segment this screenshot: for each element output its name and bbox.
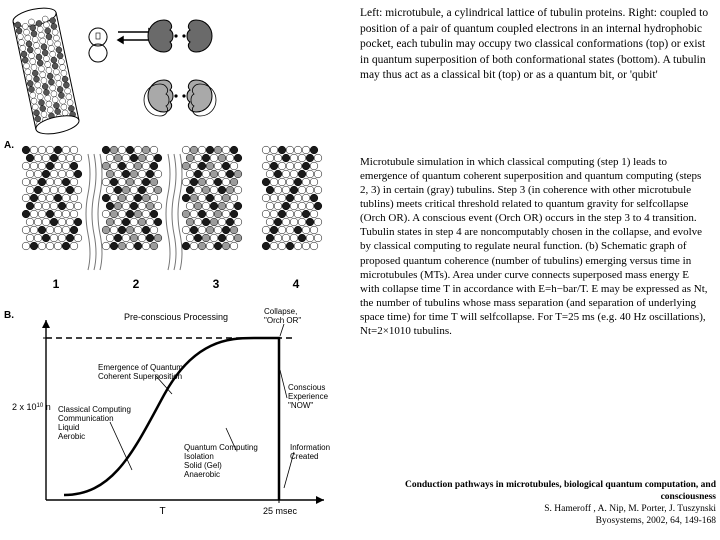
svg-text:Created: Created <box>290 452 318 461</box>
svg-text:"Orch OR": "Orch OR" <box>264 316 301 325</box>
svg-text:Aerobic: Aerobic <box>58 432 85 441</box>
figure-a: 1 2 3 4 <box>4 140 344 295</box>
figure-b: 2 x 1010 n T 25 msec Pre-conscious Processi… <box>4 300 344 530</box>
figure-a-svg: 1 2 3 4 <box>4 140 344 295</box>
citation: Conduction pathways in microtubules, bio… <box>372 480 716 528</box>
svg-text:Quantum Computing: Quantum Computing <box>184 443 258 452</box>
top-caption: Left: microtubule, a cylindrical lattice… <box>360 6 710 84</box>
svg-text:3: 3 <box>213 277 220 291</box>
svg-text:Solid (Gel): Solid (Gel) <box>184 461 222 470</box>
svg-text:Anaerobic: Anaerobic <box>184 470 220 479</box>
svg-text:Emergence of Quantum: Emergence of Quantum <box>98 363 183 372</box>
figure-b-svg: 2 x 1010 n T 25 msec Pre-conscious Processi… <box>4 300 344 525</box>
svg-text:25 msec: 25 msec <box>263 506 298 516</box>
svg-text:Collapse,: Collapse, <box>264 307 297 316</box>
tubulin-dimer-top <box>148 20 212 52</box>
svg-text:Liquid: Liquid <box>58 423 79 432</box>
svg-text:Classical Computing: Classical Computing <box>58 405 131 414</box>
citation-authors: S. Hameroff , A. Nip, M. Porter, J. Tusz… <box>544 504 716 514</box>
svg-text:Isolation: Isolation <box>184 452 214 461</box>
svg-text:Communication: Communication <box>58 414 114 423</box>
svg-text:Coherent Superposition: Coherent Superposition <box>98 372 182 381</box>
mid-caption: Microtubule simulation in which classica… <box>360 155 710 338</box>
figure-top <box>8 6 348 136</box>
tubulin-single <box>89 28 107 62</box>
figure-top-svg <box>8 6 348 136</box>
citation-title: Conduction pathways in microtubules, bio… <box>405 480 716 502</box>
svg-text:1: 1 <box>53 277 60 291</box>
tubulin-dimer-super <box>144 80 216 116</box>
svg-text:Experience: Experience <box>288 392 329 401</box>
svg-text:"NOW": "NOW" <box>288 401 313 410</box>
svg-text:2 x 1010 n: 2 x 1010 n <box>12 402 51 412</box>
svg-text:4: 4 <box>293 277 300 291</box>
microtubule <box>11 6 80 136</box>
svg-text:Pre-conscious Processing: Pre-conscious Processing <box>124 312 228 322</box>
svg-text:T: T <box>159 506 165 517</box>
citation-journal: Byosystems, 2002, 64, 149-168 <box>596 516 716 526</box>
svg-text:2: 2 <box>133 277 140 291</box>
svg-text:Information: Information <box>290 443 330 452</box>
svg-text:Conscious: Conscious <box>288 383 325 392</box>
